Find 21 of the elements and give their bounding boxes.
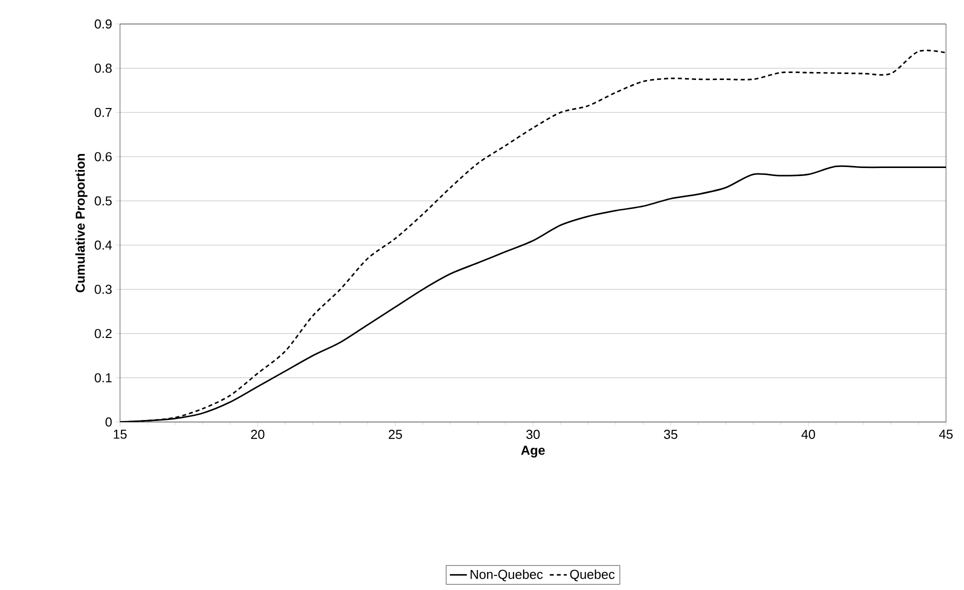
x-tick-label: 35 [664,430,678,439]
y-tick-label: 0.1 [94,373,112,382]
x-tick-label: 15 [114,430,127,439]
x-tick-label: 20 [251,430,264,439]
y-tick-label: 0.6 [94,152,112,162]
legend-label: Quebec [570,569,615,582]
y-tick-label: 0.2 [94,328,112,338]
y-tick-label: 0.5 [94,196,112,206]
legend-label: Non-Quebec [470,569,543,582]
x-tick-label: 40 [801,430,816,439]
x-axis-title: Age [521,446,545,458]
y-tick-label: 0.9 [94,19,112,29]
x-tick-label: 45 [939,430,953,439]
y-tick-label: 0.3 [94,284,112,294]
y-tick-label: 0.7 [94,108,112,118]
x-tick-label: 30 [526,430,540,439]
y-tick-label: 0.4 [94,240,112,250]
y-tick-label: 0.8 [94,64,112,73]
y-axis-title: Cumulative Proportion [75,154,88,292]
x-tick-label: 25 [388,430,402,439]
y-tick-label: 0 [106,417,112,427]
